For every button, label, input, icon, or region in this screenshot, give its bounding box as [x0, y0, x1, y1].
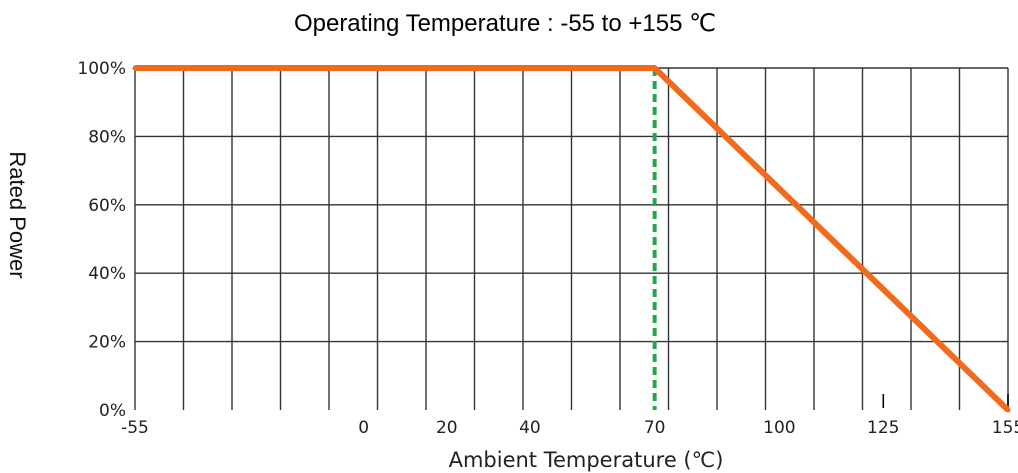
x-tick-label: 100	[763, 418, 795, 438]
x-tick-label: 125	[867, 418, 899, 438]
y-tick-label: 80%	[88, 127, 126, 147]
y-tick-label: 0%	[99, 401, 126, 421]
plot-grid	[134, 67, 1009, 410]
x-tick-label: 20	[436, 418, 458, 438]
y-tick-label: 100%	[77, 59, 126, 79]
derating-point	[652, 65, 658, 71]
x-tick-label: -55	[121, 418, 149, 438]
x-axis-label: Ambient Temperature (℃)	[449, 448, 724, 472]
x-tick-label: 0	[358, 418, 369, 438]
derating-point	[1005, 407, 1011, 413]
y-tick-label: 60%	[88, 196, 126, 216]
y-tick-label: 40%	[88, 264, 126, 284]
y-tick-label: 20%	[88, 333, 126, 353]
y-tick-labels: 0% 20% 40% 60% 80% 100%	[77, 59, 126, 421]
series-group	[132, 65, 1011, 413]
y-axis-label: Rated Power	[5, 151, 30, 278]
x-tick-label: 70	[644, 418, 666, 438]
derating-point	[132, 65, 138, 71]
x-tick-label: 40	[519, 418, 541, 438]
chart-title: Operating Temperature : -55 to +155 ℃	[294, 10, 716, 37]
tick-marks	[882, 394, 1009, 408]
x-tick-labels: -55 0 20 40 70 100 125 155	[121, 418, 1018, 438]
x-tick-label: 155	[992, 418, 1018, 438]
